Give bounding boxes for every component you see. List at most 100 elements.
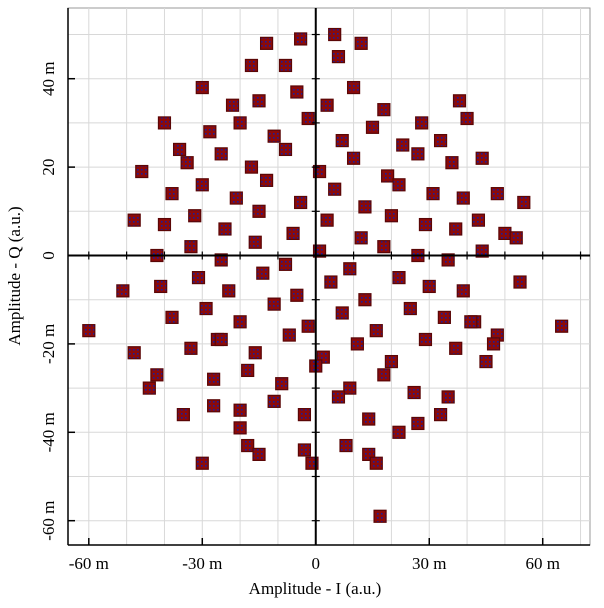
point [415,116,429,130]
point [252,204,266,218]
point [241,438,255,453]
point [509,231,523,245]
point [127,346,141,360]
point [381,169,395,183]
point [328,182,342,196]
point [452,94,467,108]
point [555,319,569,333]
point [165,310,179,324]
point [392,271,406,285]
point [407,385,421,400]
x-tick-label: -60 m [69,554,109,573]
point [377,103,391,117]
point [456,284,470,298]
point [426,187,440,201]
point [411,416,425,431]
point [392,425,406,439]
point [294,32,308,46]
point [150,368,164,382]
point [207,372,221,386]
point [154,279,168,294]
point [244,58,259,73]
point [464,315,478,329]
point [377,368,391,382]
x-tick-label: 0 [312,554,321,573]
point [214,332,228,347]
point [460,111,474,126]
point [441,253,455,267]
point [259,173,274,187]
y-tick-label: 20 [39,159,58,176]
point [396,138,410,152]
point [486,337,501,351]
point [350,337,364,351]
point [278,58,293,73]
point [278,142,293,157]
point [214,253,228,267]
point [256,266,270,280]
point [354,231,368,245]
point [433,408,448,422]
point [471,213,486,227]
point [191,271,206,285]
point [248,235,262,249]
point [176,408,190,422]
point [456,191,470,205]
point [116,284,130,298]
y-tick-label: -60 m [39,501,58,541]
point [135,164,149,179]
point [157,217,172,232]
point [354,36,368,50]
point [437,310,451,324]
point [331,50,346,64]
point [252,94,266,108]
point [358,293,372,307]
point [282,328,296,342]
point [195,80,209,95]
axes: -60 m -30 m 0 30 m 60 m -60 m -40 m -20 m 0 20 40 … [39,8,590,573]
point [233,403,247,417]
y-tick-label: 40 m [39,61,58,95]
x-tick-label: 60 m [525,554,559,573]
point [369,456,383,470]
point [320,213,334,227]
point [275,377,289,391]
point [207,399,221,413]
point [335,306,349,320]
point [411,147,425,161]
point [290,85,304,99]
point [267,297,281,311]
point [441,390,455,404]
point [475,244,489,258]
point [377,240,391,254]
point [422,279,436,294]
point [449,341,463,355]
point [259,36,274,50]
point [449,222,463,236]
point [229,191,243,205]
point [172,142,187,157]
point [358,200,372,214]
point [433,133,448,148]
point [418,332,433,347]
point [297,443,312,457]
point [286,226,300,241]
point [403,301,417,316]
point [218,222,232,236]
point [490,187,504,201]
point [203,125,217,139]
point [252,447,266,461]
point [195,178,209,192]
point [335,133,349,148]
point [267,129,281,143]
point [373,509,387,523]
point [346,80,361,95]
point [244,160,259,174]
point [384,209,399,223]
x-tick-label: -30 m [182,554,222,573]
point [475,151,489,165]
grid [67,7,591,546]
point [127,213,141,227]
point [331,390,346,404]
